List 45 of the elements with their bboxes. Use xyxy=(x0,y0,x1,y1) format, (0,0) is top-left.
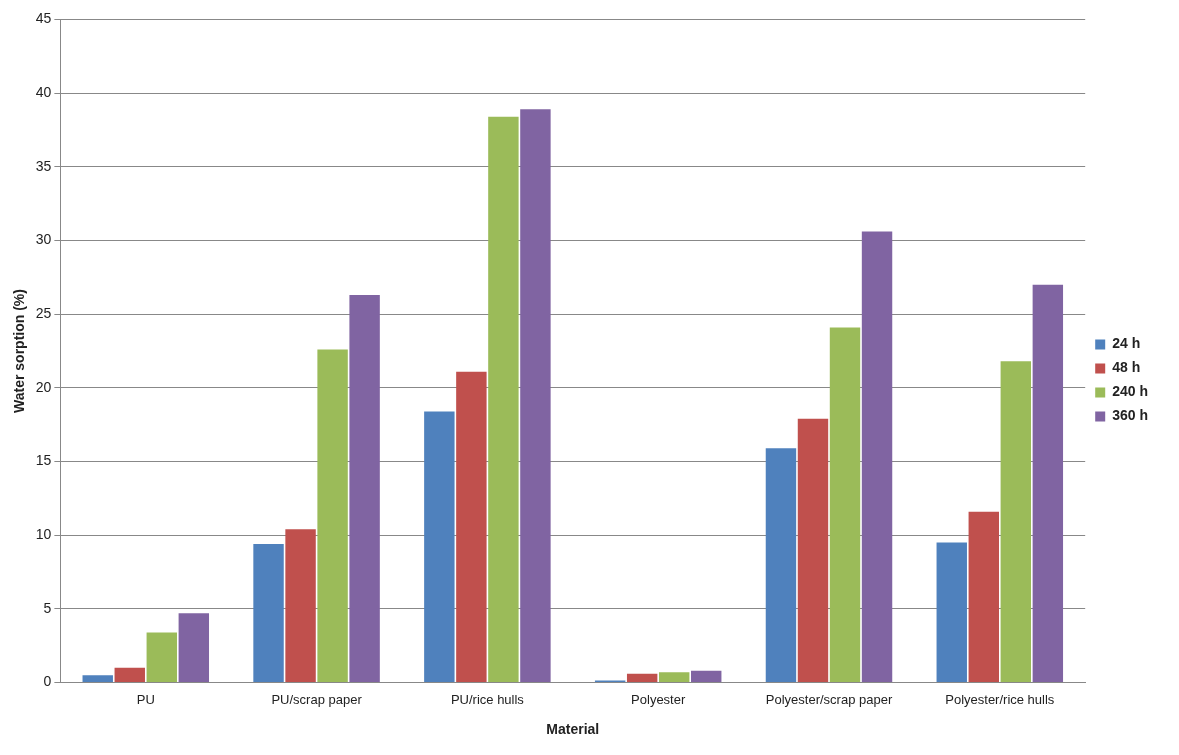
x-tick-label: Polyester/scrap paper xyxy=(765,691,893,707)
x-tick-label: Polyester/rice hulls xyxy=(945,691,1055,707)
y-axis-title: Water sorption (%) xyxy=(11,289,28,413)
bar xyxy=(285,529,316,683)
bar xyxy=(691,670,722,683)
bar xyxy=(968,511,999,683)
y-tick-label: 40 xyxy=(35,83,52,100)
bar xyxy=(861,231,893,683)
x-tick-label: PU/scrap paper xyxy=(271,691,363,707)
bar xyxy=(797,418,829,683)
bar xyxy=(456,371,487,683)
bar xyxy=(178,613,210,683)
bar xyxy=(488,116,519,683)
y-tick-label: 15 xyxy=(35,452,52,469)
bar xyxy=(520,109,551,683)
legend-label: 48 h xyxy=(1112,359,1141,376)
bar xyxy=(424,411,455,683)
legend-label: 240 h xyxy=(1112,383,1149,400)
x-tick-label: PU/rice hulls xyxy=(450,691,525,707)
bar xyxy=(829,327,861,683)
bar xyxy=(626,673,658,683)
bar xyxy=(317,349,348,683)
y-tick-label: 20 xyxy=(35,378,52,395)
bar xyxy=(936,542,967,683)
bar xyxy=(658,672,690,683)
y-tick-label: 5 xyxy=(43,599,52,616)
bar xyxy=(82,675,113,683)
x-tick-label: Polyester xyxy=(631,691,686,707)
bar xyxy=(1032,284,1064,683)
x-axis-title: Material xyxy=(546,721,600,738)
x-tick-label: PU xyxy=(136,691,155,707)
bar xyxy=(1000,361,1032,683)
bar xyxy=(349,295,380,683)
legend-label: 360 h xyxy=(1112,407,1149,424)
y-tick-label: 10 xyxy=(35,526,52,543)
bar xyxy=(253,544,284,683)
y-tick-label: 45 xyxy=(35,10,52,27)
y-tick-label: 25 xyxy=(35,305,52,322)
legend-label: 24 h xyxy=(1112,335,1141,352)
y-tick-label: 30 xyxy=(35,231,52,248)
bar xyxy=(765,448,797,683)
bar xyxy=(114,667,145,683)
bar xyxy=(146,632,177,683)
y-tick-label: 35 xyxy=(35,157,52,174)
y-tick-label: 0 xyxy=(43,673,52,690)
